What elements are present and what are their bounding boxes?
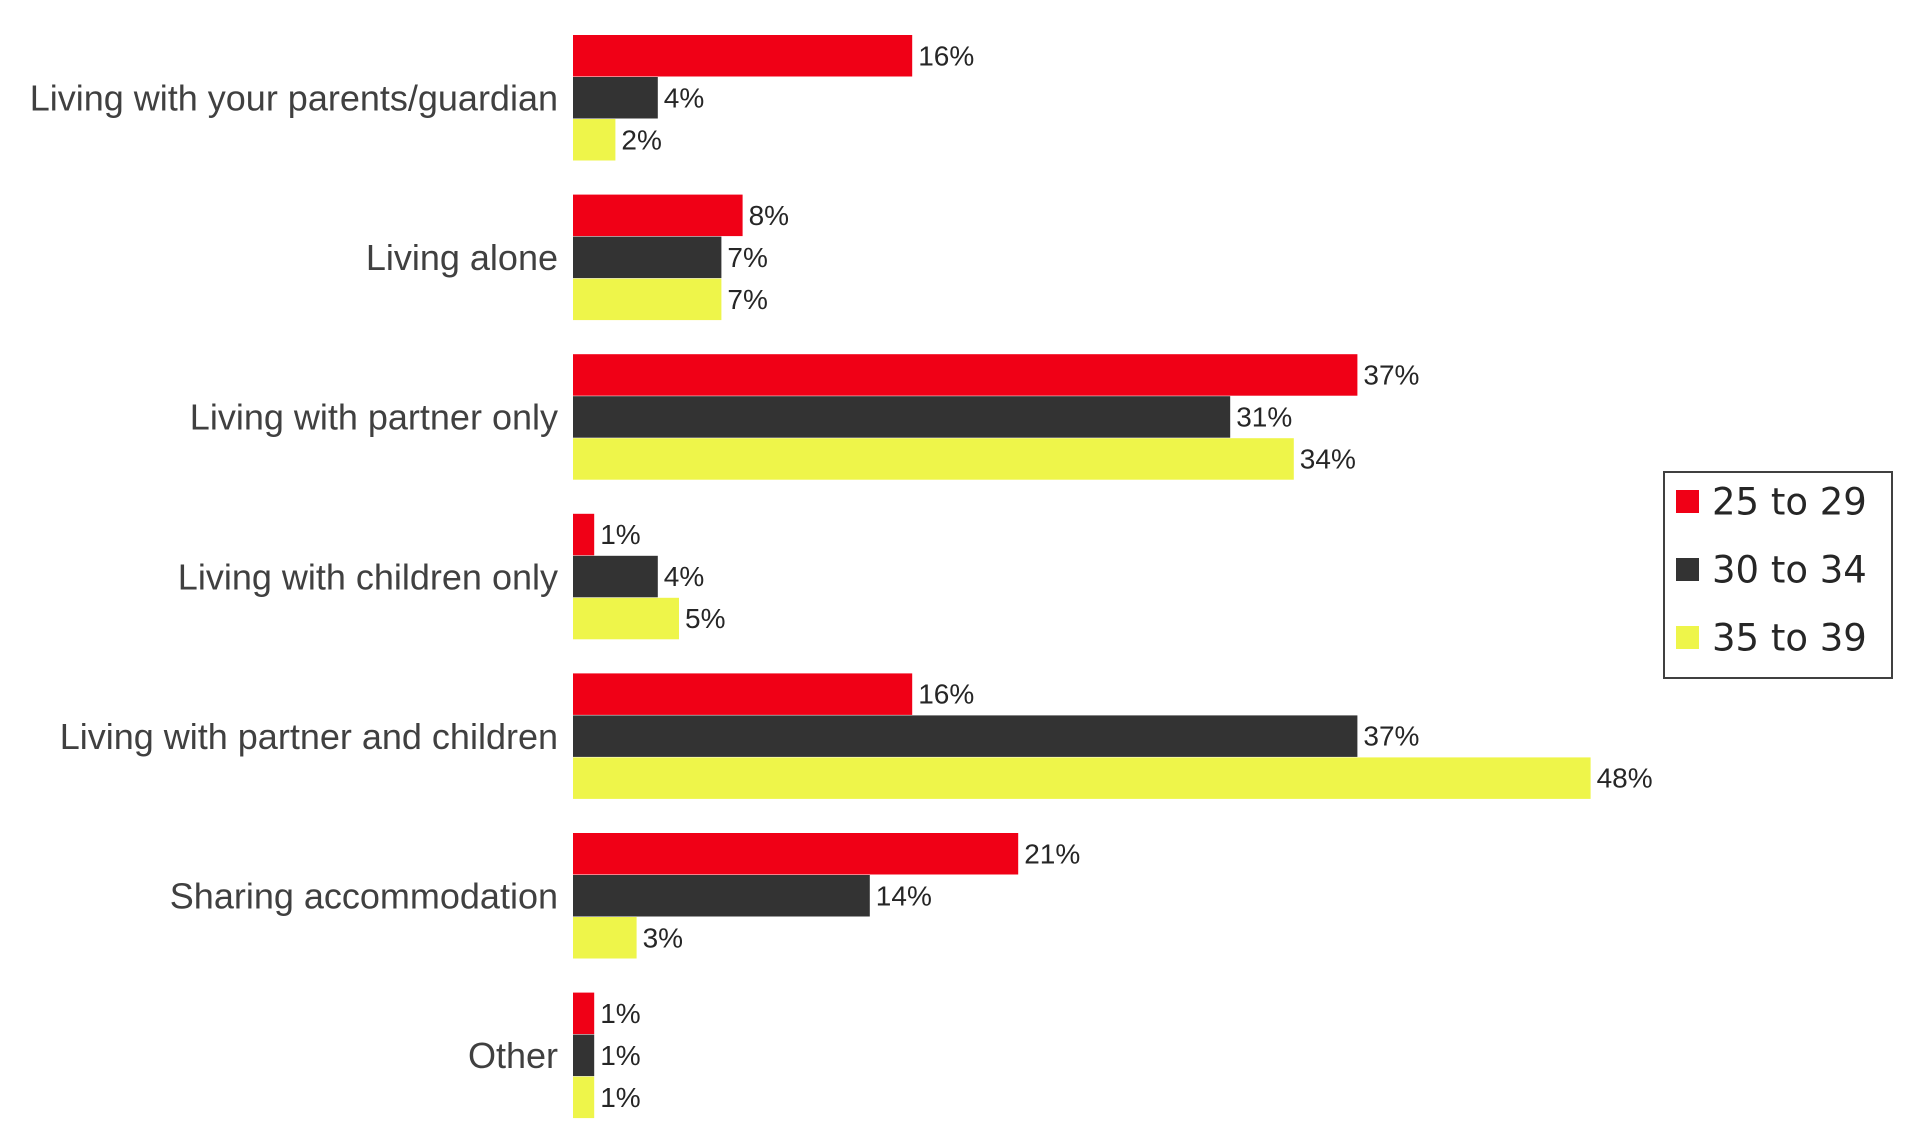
- bar: [573, 278, 722, 321]
- data-label: 8%: [749, 200, 789, 231]
- bar: [573, 77, 658, 119]
- bar: [573, 875, 870, 917]
- data-labels: 16%4%2%8%7%7%37%31%34%1%4%5%16%37%48%21%…: [600, 40, 1652, 1113]
- bar: [573, 673, 913, 715]
- data-label: 48%: [1597, 763, 1653, 794]
- bar: [573, 438, 1294, 480]
- data-label: 2%: [621, 124, 661, 155]
- bar: [573, 354, 1358, 396]
- bar: [573, 917, 637, 959]
- legend-swatch: [1676, 626, 1699, 649]
- legend-label: 25 to 29: [1712, 481, 1867, 524]
- bars: [573, 35, 1591, 1119]
- data-label: 4%: [664, 82, 704, 113]
- data-label: 31%: [1236, 401, 1292, 432]
- category-label: Living alone: [366, 237, 558, 278]
- bar: [573, 555, 658, 598]
- data-label: 3%: [643, 922, 683, 953]
- data-label: 16%: [918, 679, 974, 710]
- bar: [573, 119, 616, 161]
- data-label: 14%: [876, 880, 932, 911]
- data-label: 5%: [685, 603, 725, 634]
- legend-label: 35 to 39: [1712, 617, 1867, 660]
- data-label: 37%: [1363, 359, 1419, 390]
- bar: [573, 1076, 595, 1119]
- category-label: Living with children only: [178, 556, 558, 597]
- bar: [573, 597, 679, 640]
- legend-label: 30 to 34: [1712, 549, 1867, 592]
- bar: [573, 757, 1591, 799]
- category-label: Living with partner only: [190, 397, 558, 438]
- data-label: 4%: [664, 561, 704, 592]
- legend-swatch: [1676, 490, 1699, 513]
- data-label: 1%: [600, 1082, 640, 1113]
- legend-box: [1663, 471, 1893, 679]
- data-label: 7%: [727, 242, 767, 273]
- category-label: Other: [468, 1035, 558, 1076]
- category-label: Living with your parents/guardian: [30, 78, 558, 119]
- data-label: 7%: [727, 284, 767, 315]
- category-labels: Living with your parents/guardian Living …: [30, 78, 558, 1077]
- bar: [573, 833, 1019, 875]
- bar: [573, 396, 1231, 438]
- legend-swatch: [1676, 558, 1699, 581]
- data-label: 1%: [600, 1040, 640, 1071]
- bar: [573, 992, 595, 1035]
- legend: 25 to 29 30 to 34 35 to 39: [1663, 471, 1893, 679]
- data-label: 16%: [918, 40, 974, 71]
- data-label: 34%: [1300, 443, 1356, 474]
- data-label: 1%: [600, 519, 640, 550]
- data-label: 1%: [600, 998, 640, 1029]
- bar: [573, 35, 913, 77]
- bar: [573, 715, 1358, 757]
- bar: [573, 513, 595, 556]
- bar: [573, 1034, 595, 1077]
- data-label: 37%: [1363, 721, 1419, 752]
- bar: [573, 236, 722, 279]
- bar: [573, 194, 743, 237]
- category-label: Living with partner and children: [60, 716, 558, 757]
- category-label: Sharing accommodation: [170, 876, 558, 917]
- data-label: 21%: [1024, 838, 1080, 869]
